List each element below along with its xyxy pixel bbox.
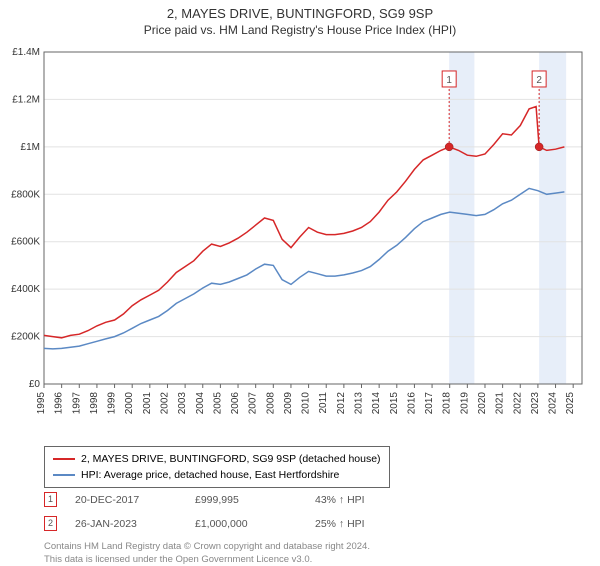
- y-tick-label: £200K: [11, 332, 40, 343]
- x-tick-label: 2006: [230, 392, 241, 415]
- price-chart: £0 £200K £400K £600K £800K £1M £1.2M £1.4M 1995 1…: [0, 46, 600, 430]
- x-tick-label: 2004: [195, 392, 206, 415]
- sale-row: 1 20-DEC-2017£999,99543% ↑ HPI: [44, 492, 435, 507]
- x-tick-label: 2008: [265, 392, 276, 415]
- x-tick-label: 1996: [54, 392, 65, 415]
- y-tick-label: £600K: [11, 237, 40, 248]
- legend-swatch: [53, 458, 75, 460]
- sale-row-price: £999,995: [195, 494, 315, 506]
- x-tick-label: 2009: [283, 392, 294, 415]
- legend-label: 2, MAYES DRIVE, BUNTINGFORD, SG9 9SP (de…: [81, 451, 381, 467]
- sale-row-marker: 1: [44, 492, 57, 507]
- x-tick-label: 2011: [318, 392, 329, 414]
- y-tick-label: £1M: [21, 142, 40, 153]
- legend-item: 2, MAYES DRIVE, BUNTINGFORD, SG9 9SP (de…: [53, 451, 381, 467]
- x-tick-label: 2024: [548, 392, 559, 415]
- legend-label: HPI: Average price, detached house, East…: [81, 467, 339, 483]
- x-tick-label: 2022: [512, 392, 523, 415]
- chart-title: 2, MAYES DRIVE, BUNTINGFORD, SG9 9SP: [0, 6, 600, 21]
- callout-label: 2: [536, 75, 542, 86]
- callout-label: 1: [446, 75, 452, 86]
- x-tick-label: 2025: [565, 392, 576, 415]
- series-hpi: [44, 188, 564, 349]
- x-tick-label: 2021: [495, 392, 506, 415]
- x-tick-label: 2003: [177, 392, 188, 415]
- legend-item: HPI: Average price, detached house, East…: [53, 467, 381, 483]
- y-tick-label: £400K: [11, 284, 40, 295]
- y-tick-label: £0: [29, 379, 41, 390]
- x-tick-label: 2018: [442, 392, 453, 415]
- x-tick-label: 2020: [477, 392, 488, 415]
- series-price: [44, 107, 564, 338]
- highlight-band: [539, 52, 566, 384]
- x-tick-label: 2007: [248, 392, 259, 415]
- x-tick-label: 2014: [371, 392, 382, 415]
- x-tick-label: 1995: [36, 392, 47, 415]
- sale-row-marker: 2: [44, 516, 57, 531]
- attribution-line-1: Contains HM Land Registry data © Crown c…: [44, 540, 370, 553]
- x-tick-label: 1999: [107, 392, 118, 415]
- x-tick-label: 2016: [406, 392, 417, 415]
- x-tick-label: 2013: [354, 392, 365, 415]
- y-tick-label: £1.2M: [12, 94, 40, 105]
- x-tick-label: 2015: [389, 392, 400, 415]
- sale-marker-1: [445, 143, 453, 151]
- plot-border: [44, 52, 582, 384]
- x-tick-label: 2017: [424, 392, 435, 415]
- x-tick-label: 2000: [124, 392, 135, 415]
- x-tick-label: 2023: [530, 392, 541, 415]
- x-tick-label: 1997: [71, 392, 82, 415]
- sale-row: 2 26-JAN-2023£1,000,00025% ↑ HPI: [44, 516, 435, 531]
- attribution-text: Contains HM Land Registry data © Crown c…: [44, 540, 370, 566]
- highlight-band: [449, 52, 474, 384]
- sale-marker-2: [535, 143, 543, 151]
- sale-row-date: 26-JAN-2023: [75, 518, 195, 530]
- x-tick-label: 1998: [89, 392, 100, 415]
- chart-subtitle: Price paid vs. HM Land Registry's House …: [0, 23, 600, 37]
- x-tick-label: 2019: [459, 392, 470, 415]
- y-tick-label: £1.4M: [12, 47, 40, 58]
- x-tick-label: 2005: [212, 392, 223, 415]
- legend-swatch: [53, 474, 75, 476]
- sale-row-price: £1,000,000: [195, 518, 315, 530]
- sale-row-stat: 43% ↑ HPI: [315, 494, 435, 506]
- x-tick-label: 2002: [159, 392, 170, 415]
- x-tick-label: 2001: [142, 392, 153, 415]
- x-tick-label: 2012: [336, 392, 347, 415]
- y-tick-label: £800K: [11, 189, 40, 200]
- sale-row-stat: 25% ↑ HPI: [315, 518, 435, 530]
- x-tick-label: 2010: [301, 392, 312, 415]
- sale-row-date: 20-DEC-2017: [75, 494, 195, 506]
- chart-legend: 2, MAYES DRIVE, BUNTINGFORD, SG9 9SP (de…: [44, 446, 390, 488]
